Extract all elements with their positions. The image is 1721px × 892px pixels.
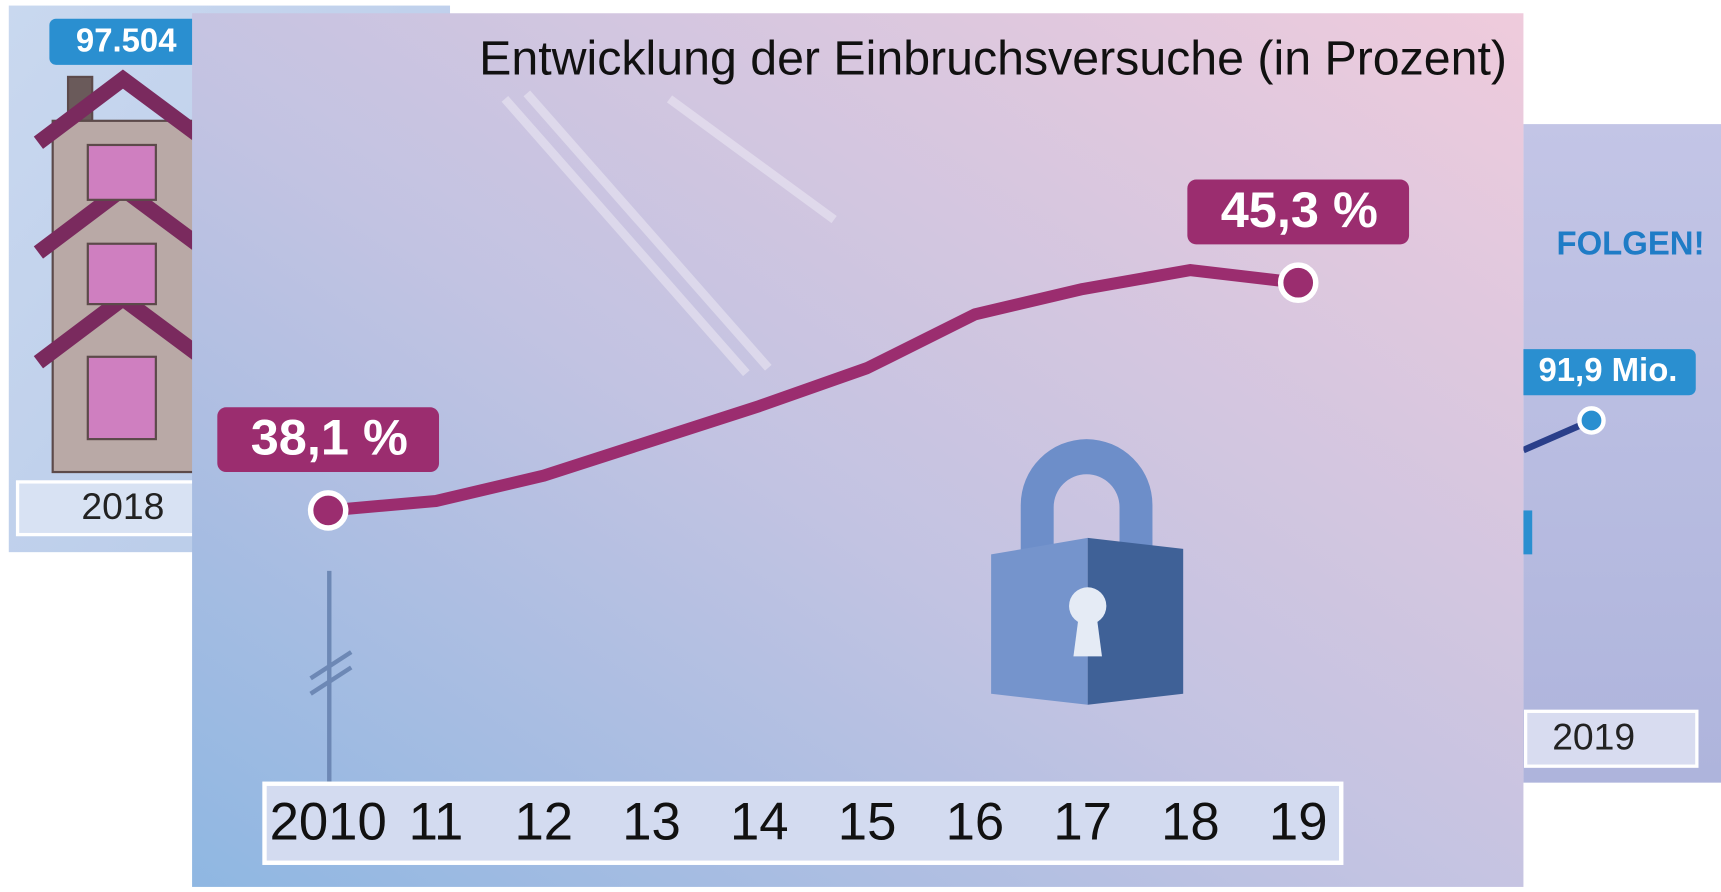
x-tick-label: 18 [1161,792,1220,851]
houses [38,77,208,472]
value-label: 45,3 % [1221,181,1378,238]
left-value: 97.504 [76,22,177,59]
point [1579,408,1603,432]
x-tick-label: 11 [409,792,464,851]
x-tick-label: 15 [838,792,897,851]
x-tick-label: 14 [730,792,789,851]
right-panel: FOLGEN! 91,9 Mio. 2019 [1515,124,1721,783]
data-point [1281,265,1316,300]
chart-title: Entwicklung der Einbruchsversuche (in Pr… [479,31,1507,85]
x-tick-label: 16 [946,792,1005,851]
collage: 97.504 2018 FOLGEN! 91,9 Mio. 2019 Entwi… [0,0,1721,887]
x-tick-label: 13 [622,792,681,851]
main-chart: Entwicklung der Einbruchsversuche (in Pr… [192,13,1523,887]
x-tick-label: 12 [514,792,573,851]
x-tick-label: 2010 [270,792,387,851]
page: 97.504 2018 FOLGEN! 91,9 Mio. 2019 Entwi… [0,0,1721,887]
right-year: 2019 [1552,716,1635,758]
panel-bg [1523,124,1721,783]
x-tick-label: 17 [1053,792,1112,851]
data-point [311,493,346,528]
x-tick-label: 19 [1269,792,1328,851]
value-label: 38,1 % [251,409,408,466]
left-year: 2018 [81,485,164,527]
right-value: 91,9 Mio. [1538,351,1677,388]
right-heading: FOLGEN! [1556,225,1704,262]
